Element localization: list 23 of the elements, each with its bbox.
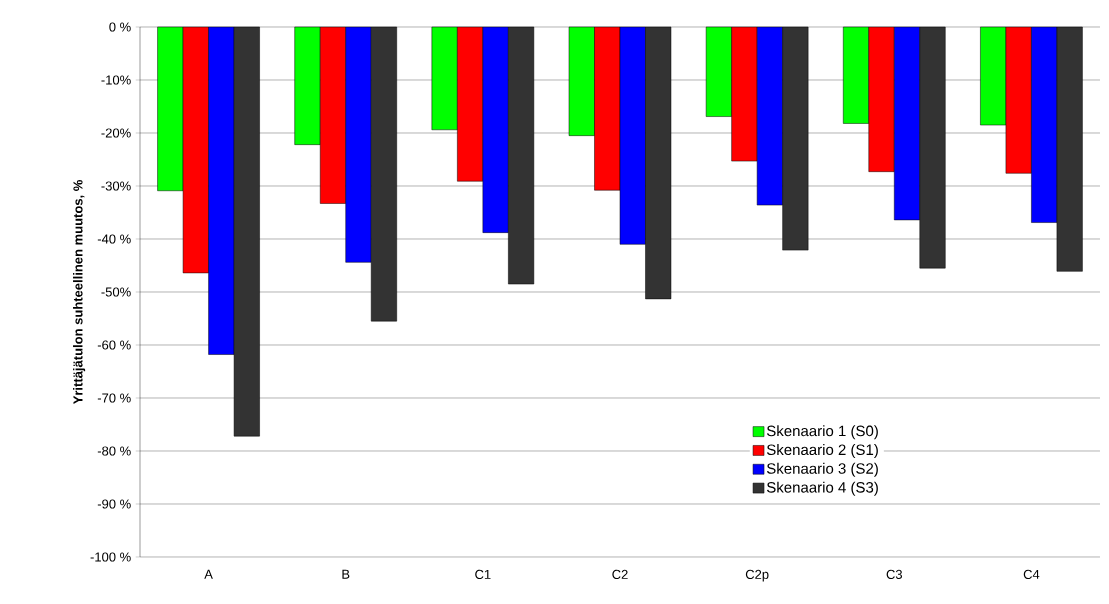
y-tick-label: -20%	[101, 128, 131, 138]
y-tick-label: -100 %	[90, 552, 131, 562]
x-tick-label: C3	[886, 569, 903, 579]
y-tick-label: -70 %	[97, 393, 131, 403]
y-tick-label: -90 %	[97, 499, 131, 509]
x-tick-label: C2p	[745, 569, 769, 582]
y-tick-label: -60 %	[97, 340, 131, 350]
y-tick-label: -10%	[101, 75, 131, 85]
legend-label: Skenaario 2 (S1)	[766, 444, 878, 458]
legend-label: Skenaario 1 (S0)	[766, 425, 878, 440]
x-tick-label: C4	[1023, 569, 1040, 579]
y-tick-label: -50%	[101, 287, 131, 297]
legend-label: Skenaario 3 (S2)	[766, 462, 878, 477]
x-tick-label: C2	[612, 569, 628, 579]
legend-label: Skenaario 4 (S3)	[766, 481, 878, 496]
y-tick-label: 0 %	[109, 22, 131, 32]
x-tick-label: A	[204, 569, 213, 579]
x-tick-label: C1	[475, 569, 491, 579]
y-tick-label: -80 %	[97, 446, 131, 456]
y-axis-title: Yrittäjätulon suhteellinen muutos, %	[73, 180, 86, 405]
y-tick-label: -30%	[101, 181, 131, 191]
y-tick-label: -40 %	[97, 234, 131, 244]
x-tick-label: B	[342, 569, 350, 579]
